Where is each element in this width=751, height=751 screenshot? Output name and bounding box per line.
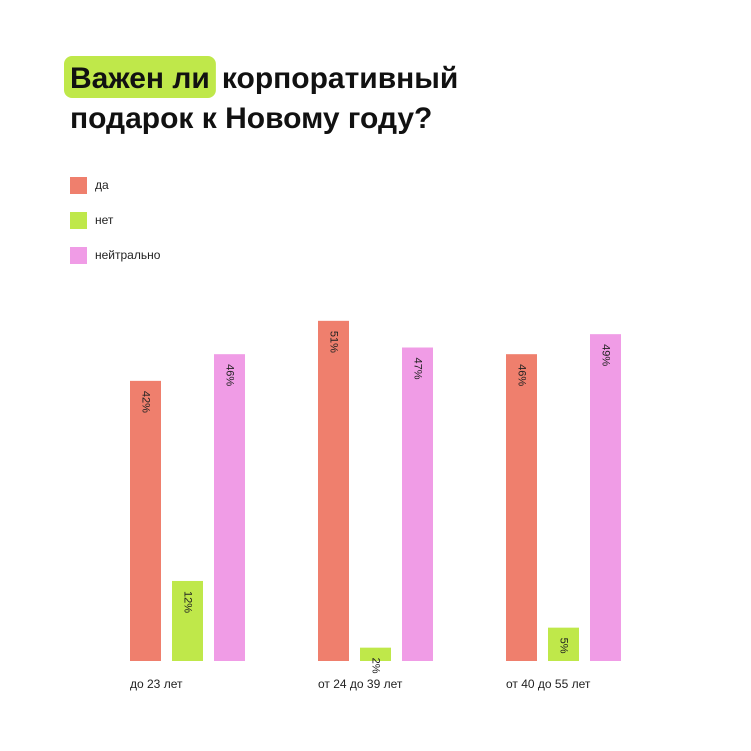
bar [214, 354, 245, 661]
chart-title: корпоративный [222, 62, 458, 95]
legend-swatch [70, 177, 87, 194]
legend-label: нейтрально [95, 248, 161, 262]
bar [360, 647, 391, 661]
bar [172, 580, 203, 661]
legend-swatch [70, 212, 87, 229]
bar [402, 347, 433, 661]
value-label: 46% [224, 364, 236, 386]
legend-label: да [95, 178, 109, 192]
value-label: 12% [182, 591, 194, 613]
value-label: 42% [140, 391, 152, 413]
value-label: 46% [516, 364, 528, 386]
bar [548, 627, 579, 661]
title-highlight-bg [64, 56, 216, 98]
chart-title-highlight: Важен ли [70, 62, 210, 95]
x-tick-label: от 40 до 55 лет [506, 677, 591, 691]
value-label: 47% [412, 358, 424, 380]
bar [590, 334, 621, 661]
bar [506, 354, 537, 661]
bar [318, 320, 349, 661]
legend-swatch [70, 247, 87, 264]
legend-label: нет [95, 213, 114, 227]
x-tick-label: от 24 до 39 лет [318, 677, 403, 691]
value-label: 49% [600, 344, 612, 366]
bar [130, 380, 161, 661]
value-label: 2% [370, 658, 382, 674]
x-tick-label: до 23 лет [130, 677, 183, 691]
chart-title: подарок к Новому году? [70, 102, 432, 135]
value-label: 51% [328, 331, 340, 353]
value-label: 5% [558, 638, 570, 654]
